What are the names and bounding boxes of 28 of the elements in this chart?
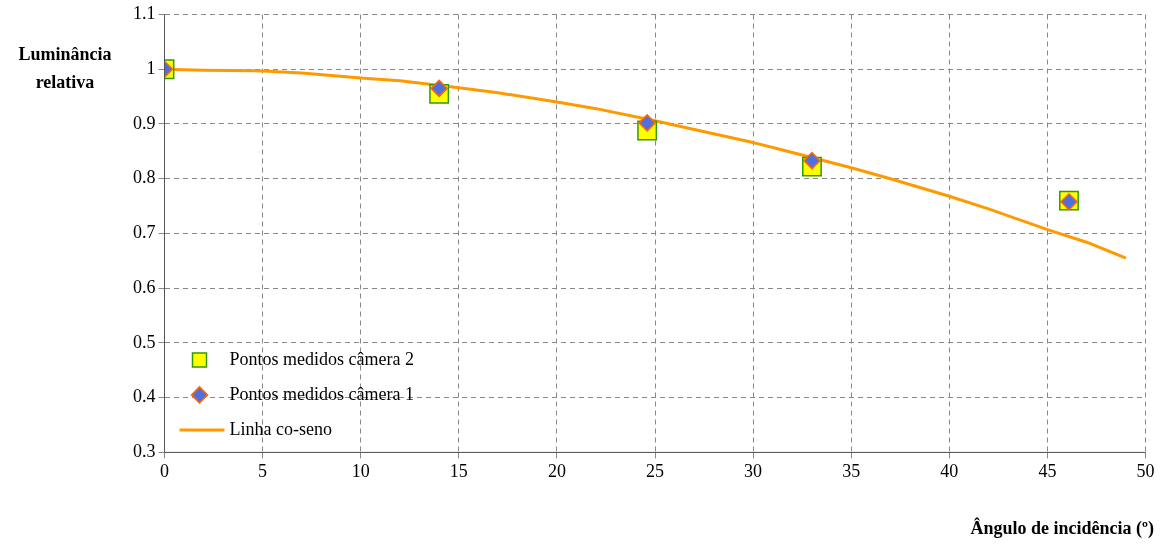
y-tick-label: 0.8 xyxy=(133,167,156,188)
x-tick-label: 45 xyxy=(1038,460,1057,481)
y-tick-label: 0.9 xyxy=(133,112,156,133)
y-tick-label: 0.7 xyxy=(133,222,156,243)
y-tick-label: 0.5 xyxy=(133,331,156,352)
y-tick-label: 1.1 xyxy=(133,3,156,24)
x-tick-label: 0 xyxy=(160,460,169,481)
x-tick-label: 5 xyxy=(258,460,268,481)
x-axis-title: Ângulo de incidência (º) xyxy=(970,518,1154,539)
point xyxy=(430,79,448,98)
y-tick-label: 0.3 xyxy=(133,441,156,462)
point xyxy=(638,114,656,132)
x-tick-label: 50 xyxy=(1136,460,1155,481)
point xyxy=(803,151,821,170)
x-tick-label: 15 xyxy=(449,460,468,481)
x-tick-label: 20 xyxy=(547,460,566,481)
legend-label: Linha co-seno xyxy=(229,418,332,439)
x-tick-label: 25 xyxy=(646,460,664,481)
x-tick-label: 30 xyxy=(744,460,763,481)
x-tick-label: 10 xyxy=(351,460,370,481)
y-axis-title: Luminância relativa xyxy=(17,43,113,94)
legend-label: Pontos medidos câmera 1 xyxy=(229,383,414,404)
y-tick-label: 0.6 xyxy=(133,276,156,297)
legend-label: Pontos medidos câmera 2 xyxy=(229,348,414,369)
x-tick-label: 40 xyxy=(940,460,959,481)
x-tick-label: 35 xyxy=(842,460,861,481)
y-tick-label: 0.4 xyxy=(133,386,156,407)
y-tick-label: 1 xyxy=(146,57,156,78)
